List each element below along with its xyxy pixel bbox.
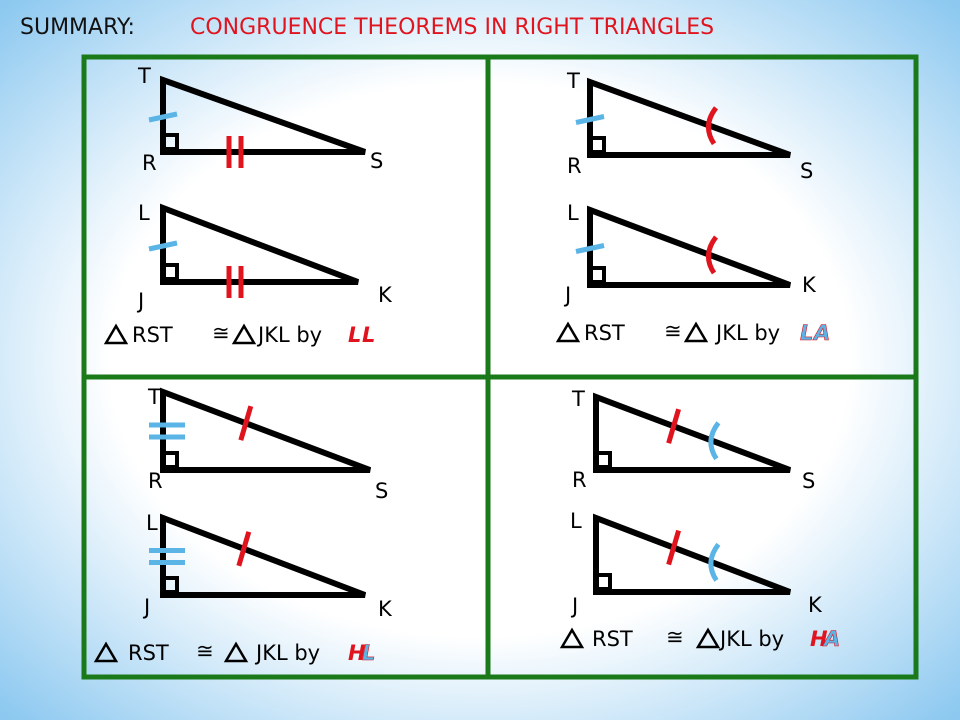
triangle — [160, 513, 367, 598]
angle-arc — [706, 106, 719, 146]
vertex-label: S — [375, 479, 388, 503]
vertex-label: T — [147, 385, 161, 409]
header-title: CONGRUENCE THEOREMS IN RIGHT TRIANGLES — [190, 15, 714, 40]
statement-first: RST — [128, 641, 169, 665]
panel: T R S L J K RST ≅ JKL by HA — [559, 387, 841, 651]
statement-first: RST — [584, 321, 625, 345]
vertex-label: K — [378, 597, 393, 621]
vertex-label: S — [370, 149, 383, 173]
triangle — [593, 392, 792, 473]
theorem-letter: A — [812, 321, 830, 345]
triangle — [160, 387, 372, 473]
hyp-tick — [236, 531, 252, 567]
triangle-symbol — [103, 323, 129, 345]
vertex-label: T — [566, 69, 580, 93]
theorem-letter: H — [810, 627, 828, 651]
vertex-label: R — [142, 151, 157, 175]
statement-second: JKL by — [714, 321, 780, 345]
triangle-symbol — [695, 627, 721, 649]
theorem-letter: L — [800, 321, 813, 345]
vertex-label: J — [570, 594, 578, 618]
statement-congruent: ≅ — [196, 639, 214, 663]
angle-arc — [706, 235, 719, 275]
vertex-label: L — [570, 509, 582, 533]
statement-first: RST — [592, 627, 633, 651]
theorem-letter: L — [348, 323, 361, 347]
vertex-label: S — [802, 469, 815, 493]
vertex-label: R — [572, 468, 587, 492]
right-angle — [588, 266, 606, 284]
vertex-label: S — [800, 159, 813, 183]
theorem-letter: A — [822, 627, 840, 651]
hyp-tick — [666, 529, 681, 566]
triangle-symbol — [559, 627, 585, 649]
leg-tick — [148, 240, 178, 252]
right-angle — [588, 136, 606, 154]
vertex-label: K — [378, 283, 393, 307]
right-angle — [161, 263, 179, 281]
vertex-label: K — [802, 273, 817, 297]
triangle-symbol — [93, 641, 119, 663]
frame — [81, 54, 919, 680]
vertex-label: J — [142, 595, 150, 619]
statement-first: RST — [132, 323, 173, 347]
vertex-label: K — [808, 593, 823, 617]
leg-tick — [148, 111, 178, 123]
vertex-label: T — [137, 64, 151, 88]
vertex-label: T — [571, 387, 585, 411]
theorem-letter: H — [348, 641, 366, 665]
statement-congruent: ≅ — [212, 321, 230, 345]
angle-arc — [708, 421, 721, 461]
vertex-label: L — [567, 201, 579, 225]
right-angle — [594, 451, 612, 469]
triangle — [593, 513, 792, 595]
hyp-tick — [666, 408, 681, 444]
statement-congruent: ≅ — [666, 625, 684, 649]
statement-second: JKL by — [254, 641, 320, 665]
right-angle — [161, 133, 179, 151]
theorem-letter: L — [362, 323, 375, 347]
hyp-tick — [238, 405, 254, 441]
statement-second: JKL by — [256, 323, 322, 347]
leg-tick — [575, 114, 605, 125]
vertex-label: R — [567, 154, 582, 178]
statement-congruent: ≅ — [664, 319, 682, 343]
vertex-label: J — [563, 283, 571, 307]
vertex-label: L — [138, 201, 150, 225]
theorem-letter: L — [362, 641, 375, 665]
vertex-label: R — [148, 469, 163, 493]
right-angle — [594, 573, 612, 591]
leg-tick — [575, 243, 605, 254]
triangle-symbol — [231, 323, 257, 345]
vertex-label: J — [136, 289, 144, 313]
vertex-label: L — [146, 511, 158, 535]
angle-arc — [708, 542, 721, 582]
triangle-symbol — [555, 321, 581, 343]
triangle-symbol — [683, 321, 709, 343]
right-angle — [161, 576, 179, 594]
right-angle — [161, 451, 179, 469]
triangle-symbol — [223, 641, 249, 663]
header-label: SUMMARY: — [20, 15, 135, 40]
statement-second: JKL by — [718, 627, 784, 651]
